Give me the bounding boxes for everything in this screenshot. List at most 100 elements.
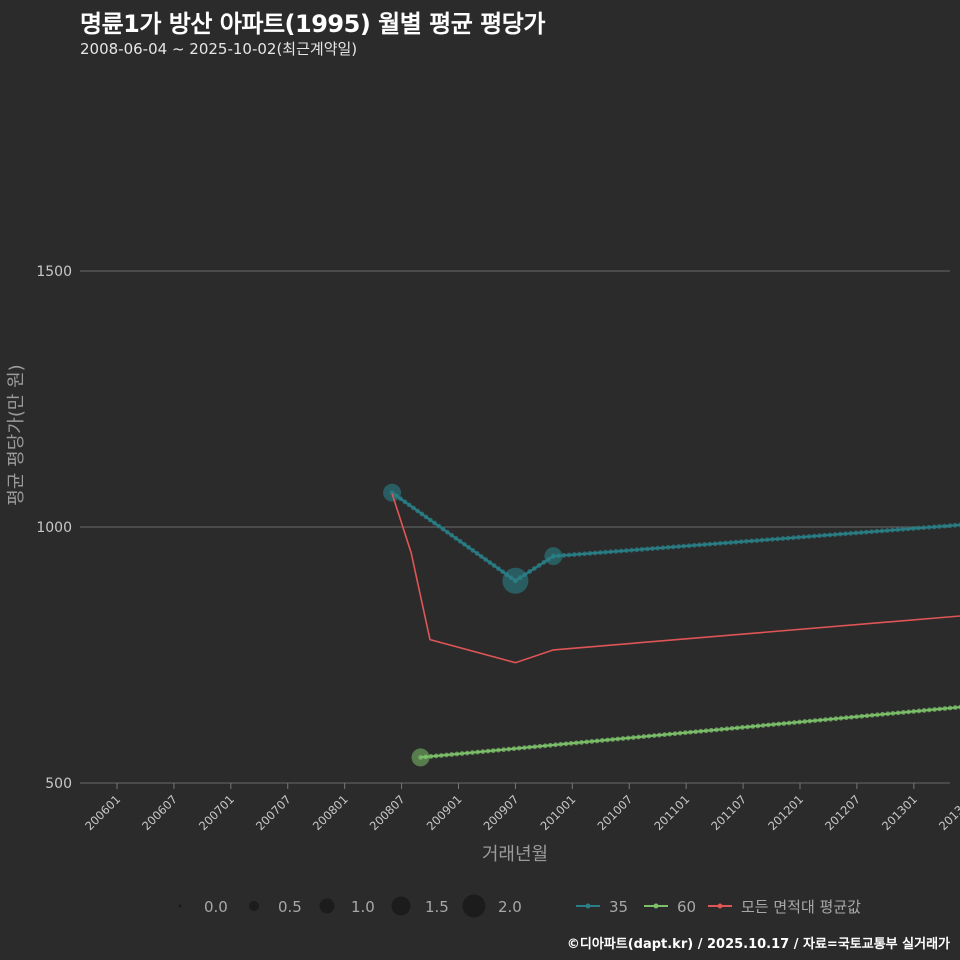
series-60-marker bbox=[750, 724, 756, 729]
size-legend-label: 2.0 bbox=[498, 898, 522, 916]
series-35-marker bbox=[853, 530, 859, 536]
series-60-marker bbox=[568, 740, 574, 746]
series-35-marker bbox=[890, 527, 895, 533]
y-tick-label: 1000 bbox=[36, 520, 72, 536]
series-35-marker bbox=[406, 502, 412, 508]
series-60-marker bbox=[433, 753, 439, 759]
series-35-marker bbox=[910, 526, 916, 531]
series-60-marker bbox=[532, 744, 538, 750]
series-35-marker bbox=[712, 541, 718, 547]
series-35-marker bbox=[702, 542, 708, 547]
series-35-marker bbox=[754, 538, 760, 543]
series-35-marker bbox=[613, 548, 619, 554]
series-35-marker bbox=[717, 540, 723, 546]
series-60-marker bbox=[740, 724, 745, 730]
series-60-marker bbox=[952, 705, 958, 710]
series-60-marker bbox=[579, 739, 584, 745]
series-35-point bbox=[502, 567, 529, 594]
series-60-marker bbox=[781, 721, 787, 726]
series-60-marker bbox=[843, 715, 849, 721]
series-60-marker bbox=[677, 730, 683, 736]
series-35-marker bbox=[466, 544, 472, 550]
series-35-marker bbox=[697, 542, 702, 548]
series-35-marker bbox=[639, 546, 645, 552]
x-axis-title: 거래년월 bbox=[482, 844, 548, 865]
series-35-marker bbox=[817, 533, 822, 539]
series-35-marker bbox=[775, 536, 781, 542]
series-35-marker bbox=[536, 563, 542, 568]
series-60-marker bbox=[688, 729, 693, 735]
series-35-marker bbox=[921, 525, 927, 531]
series-35-marker bbox=[634, 547, 640, 553]
series-60-marker bbox=[864, 713, 870, 719]
series-60-marker bbox=[916, 708, 922, 714]
series-60-marker bbox=[838, 715, 844, 721]
series-35-marker bbox=[832, 532, 838, 537]
series-35-marker bbox=[500, 569, 506, 575]
series-60-marker bbox=[625, 735, 631, 741]
series-60-marker bbox=[573, 740, 579, 746]
series-60-marker bbox=[714, 727, 719, 733]
series-60-marker bbox=[776, 721, 782, 727]
series-60-marker bbox=[875, 712, 880, 718]
series-60-marker bbox=[444, 752, 449, 758]
series-35-marker bbox=[749, 538, 755, 544]
series-35-marker bbox=[566, 552, 572, 558]
series-60-marker bbox=[921, 708, 927, 713]
series-60-marker bbox=[537, 743, 543, 749]
series-60-marker bbox=[854, 714, 860, 720]
series-60-marker bbox=[506, 746, 512, 752]
size-legend-label: 0.5 bbox=[278, 898, 302, 916]
series-35-marker bbox=[436, 523, 442, 529]
series-35-marker bbox=[474, 551, 480, 556]
series-35-marker bbox=[608, 549, 614, 555]
series-35-marker bbox=[785, 535, 791, 541]
series-35-marker bbox=[827, 532, 833, 538]
series-60-marker bbox=[475, 749, 481, 755]
series-60-marker bbox=[937, 706, 943, 712]
y-axis-title: 평균 평당가(만 원) bbox=[6, 364, 27, 505]
series-35-marker bbox=[900, 526, 906, 532]
x-tick-label: 200807 bbox=[367, 792, 408, 833]
series-35-marker bbox=[676, 544, 681, 549]
series-60-marker bbox=[470, 750, 475, 755]
series-60-marker bbox=[428, 754, 434, 759]
series-60-marker bbox=[802, 719, 808, 724]
series-60-marker bbox=[724, 726, 730, 732]
series-60-marker bbox=[703, 728, 709, 734]
series-35-marker bbox=[733, 539, 739, 545]
series-60-marker bbox=[817, 717, 823, 723]
series-60-marker bbox=[454, 751, 460, 757]
series-35-marker bbox=[423, 514, 429, 520]
x-tick-label: 200601 bbox=[82, 792, 123, 833]
series-60-marker bbox=[911, 709, 917, 714]
size-legend-label: 0.0 bbox=[204, 898, 228, 916]
series-35-marker bbox=[874, 528, 880, 534]
x-tick-label: 200607 bbox=[139, 792, 180, 833]
series-60-marker bbox=[890, 710, 896, 716]
series-35-marker bbox=[432, 520, 438, 526]
series-60-marker bbox=[900, 709, 906, 715]
series-35-marker bbox=[895, 527, 901, 533]
series-60-marker bbox=[542, 743, 548, 749]
size-legend-key bbox=[462, 894, 486, 918]
series-35-marker bbox=[453, 535, 459, 541]
series-60-marker bbox=[849, 714, 854, 720]
series-60-marker bbox=[947, 705, 953, 711]
series-35-marker bbox=[801, 534, 807, 540]
series-60-marker bbox=[698, 728, 704, 734]
series-60-marker bbox=[615, 736, 621, 742]
series-35-marker bbox=[863, 529, 869, 535]
series-35-marker bbox=[444, 529, 450, 535]
series-35-marker bbox=[571, 552, 577, 557]
x-tick-label: 200907 bbox=[481, 792, 522, 833]
series-35-marker bbox=[869, 529, 875, 535]
series-35-marker bbox=[587, 550, 593, 556]
color-legend-key-dot bbox=[653, 903, 659, 909]
series-60-marker bbox=[786, 720, 792, 726]
series-60-marker bbox=[729, 725, 735, 731]
series-60-marker bbox=[558, 741, 564, 747]
series-60-marker bbox=[745, 724, 751, 730]
series-60-marker bbox=[771, 722, 776, 727]
